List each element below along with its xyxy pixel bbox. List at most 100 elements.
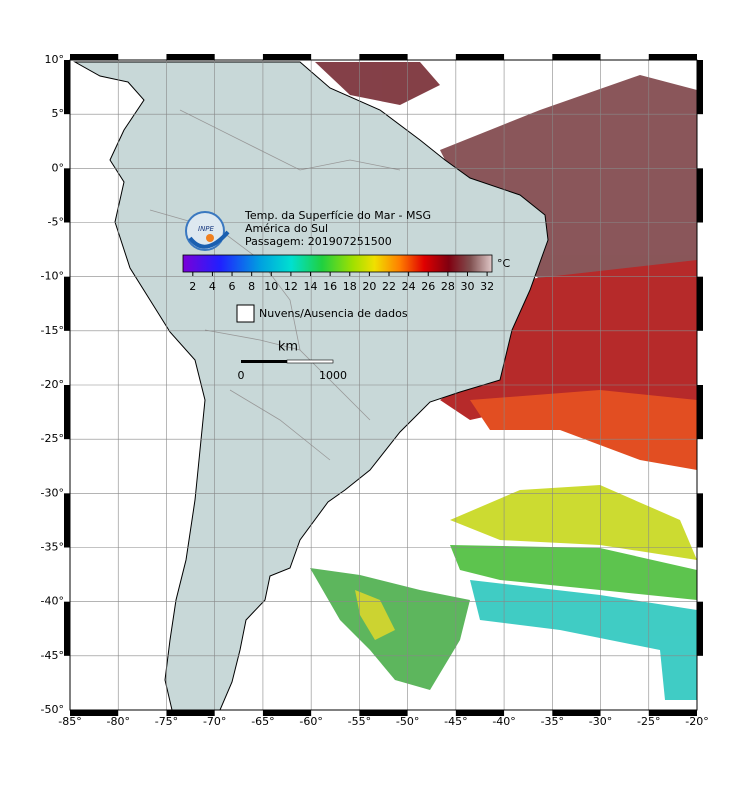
- colorbar-tick-label: 30: [460, 280, 474, 293]
- sst-orange: [470, 390, 697, 470]
- colorbar-tick-label: 6: [229, 280, 236, 293]
- sst-north: [315, 62, 440, 105]
- frame-tick: [455, 54, 505, 60]
- border: [204, 329, 301, 351]
- y-tick-label: -20°: [41, 378, 64, 391]
- frame-tick: [359, 710, 408, 716]
- y-tick-label: -35°: [41, 541, 64, 554]
- region: América do Sul: [245, 222, 328, 235]
- frame-tick: [64, 601, 70, 656]
- colorbar-tick-label: 22: [382, 280, 396, 293]
- x-tick-label: -45°: [444, 715, 467, 728]
- x-tick-label: -20°: [685, 715, 708, 728]
- frame-tick: [64, 60, 70, 115]
- y-tick-label: 0°: [52, 161, 65, 174]
- y-tick-label: 10°: [45, 53, 65, 66]
- frame-tick: [64, 276, 70, 331]
- colorbar-tick-label: 14: [304, 280, 318, 293]
- map-area: [70, 60, 697, 710]
- y-tick-label: -30°: [41, 486, 64, 499]
- colorbar-ticks: 2 4 6 8 10 12 14 16 18 20 22 24 26 28 30 32: [189, 272, 494, 293]
- x-tick-label: -60°: [299, 715, 322, 728]
- logo-text: INPE: [198, 225, 215, 233]
- frame-tick: [262, 710, 312, 716]
- scale-start: 0: [238, 369, 245, 382]
- legend-label: Nuvens/Ausencia de dados: [259, 307, 408, 320]
- sst-yellow: [450, 485, 697, 560]
- colorbar-tick-label: 28: [441, 280, 455, 293]
- logo-swoosh: [188, 230, 230, 249]
- frame-tick: [262, 54, 312, 60]
- border: [179, 109, 401, 171]
- frame-tick: [166, 710, 215, 716]
- colorbar-tick-label: 20: [362, 280, 376, 293]
- frame-tick: [697, 493, 703, 548]
- y-tick-label: -50°: [41, 703, 64, 716]
- frame-tick: [697, 276, 703, 331]
- x-tick-label: -30°: [589, 715, 612, 728]
- colorbar: [182, 254, 493, 273]
- frame-tick: [166, 54, 215, 60]
- x-tick-label: -70°: [203, 715, 226, 728]
- legend-swatch: [236, 304, 255, 323]
- x-tick-label: -65°: [251, 715, 274, 728]
- colorbar-unit: °C: [497, 257, 511, 270]
- frame-tick: [64, 168, 70, 223]
- frame-tick: [552, 710, 601, 716]
- colorbar-tick-label: 4: [209, 280, 216, 293]
- colorbar-tick-label: 16: [323, 280, 337, 293]
- frame-tick: [455, 710, 505, 716]
- scale-unit: km: [278, 340, 298, 355]
- sst-cyan: [470, 580, 697, 700]
- x-tick-label: -50°: [396, 715, 419, 728]
- frame-tick: [70, 54, 119, 60]
- colorbar-tick-label: 32: [480, 280, 494, 293]
- colorbar-tick-label: 12: [284, 280, 298, 293]
- frame-tick: [648, 710, 697, 716]
- colorbar-tick-label: 24: [402, 280, 416, 293]
- y-tick-label: -45°: [41, 649, 64, 662]
- y-tick-label: -25°: [41, 432, 64, 445]
- x-tick-label: -80°: [106, 715, 129, 728]
- frame-tick: [64, 385, 70, 440]
- sst-patagonia-yellow: [355, 590, 395, 640]
- x-tick-label: -85°: [58, 715, 81, 728]
- colorbar-tick-label: 18: [343, 280, 357, 293]
- border: [229, 389, 331, 461]
- frame-tick: [697, 601, 703, 656]
- y-tick-label: -15°: [41, 324, 64, 337]
- frame-tick: [359, 54, 408, 60]
- frame-tick: [648, 54, 697, 60]
- frame-tick: [64, 493, 70, 548]
- scale-bar: km 0 1000: [238, 340, 348, 383]
- x-tick-label: -55°: [348, 715, 371, 728]
- colorbar-tick-label: 10: [264, 280, 278, 293]
- y-tick-label: -10°: [41, 270, 64, 283]
- frame-tick: [697, 385, 703, 440]
- frame-tick: [697, 168, 703, 223]
- y-tick-label: -5°: [48, 216, 64, 229]
- sst-green: [450, 545, 697, 600]
- scale-segment: [286, 359, 334, 364]
- frame-tick: [552, 54, 601, 60]
- colorbar-tick-label: 26: [421, 280, 435, 293]
- x-tick-label: -35°: [541, 715, 564, 728]
- y-tick-label: 5°: [52, 107, 65, 120]
- x-tick-label: -40°: [492, 715, 515, 728]
- frame-tick: [70, 710, 119, 716]
- logo-globe: [185, 211, 225, 251]
- title: Temp. da Superfície do Mar - MSG: [244, 209, 431, 222]
- pass: Passagem: 201907251500: [245, 235, 392, 248]
- x-tick-label: -25°: [637, 715, 660, 728]
- y-tick-label: -40°: [41, 595, 64, 608]
- colorbar-tick-label: 8: [248, 280, 255, 293]
- logo: INPE: [185, 211, 230, 251]
- grid: [70, 60, 697, 710]
- frame-tick: [697, 60, 703, 115]
- colorbar-tick-label: 2: [189, 280, 196, 293]
- frame-border: [64, 54, 703, 716]
- x-tick-label: -75°: [155, 715, 178, 728]
- logo-sun: [206, 234, 214, 242]
- scale-end: 1000: [319, 369, 347, 382]
